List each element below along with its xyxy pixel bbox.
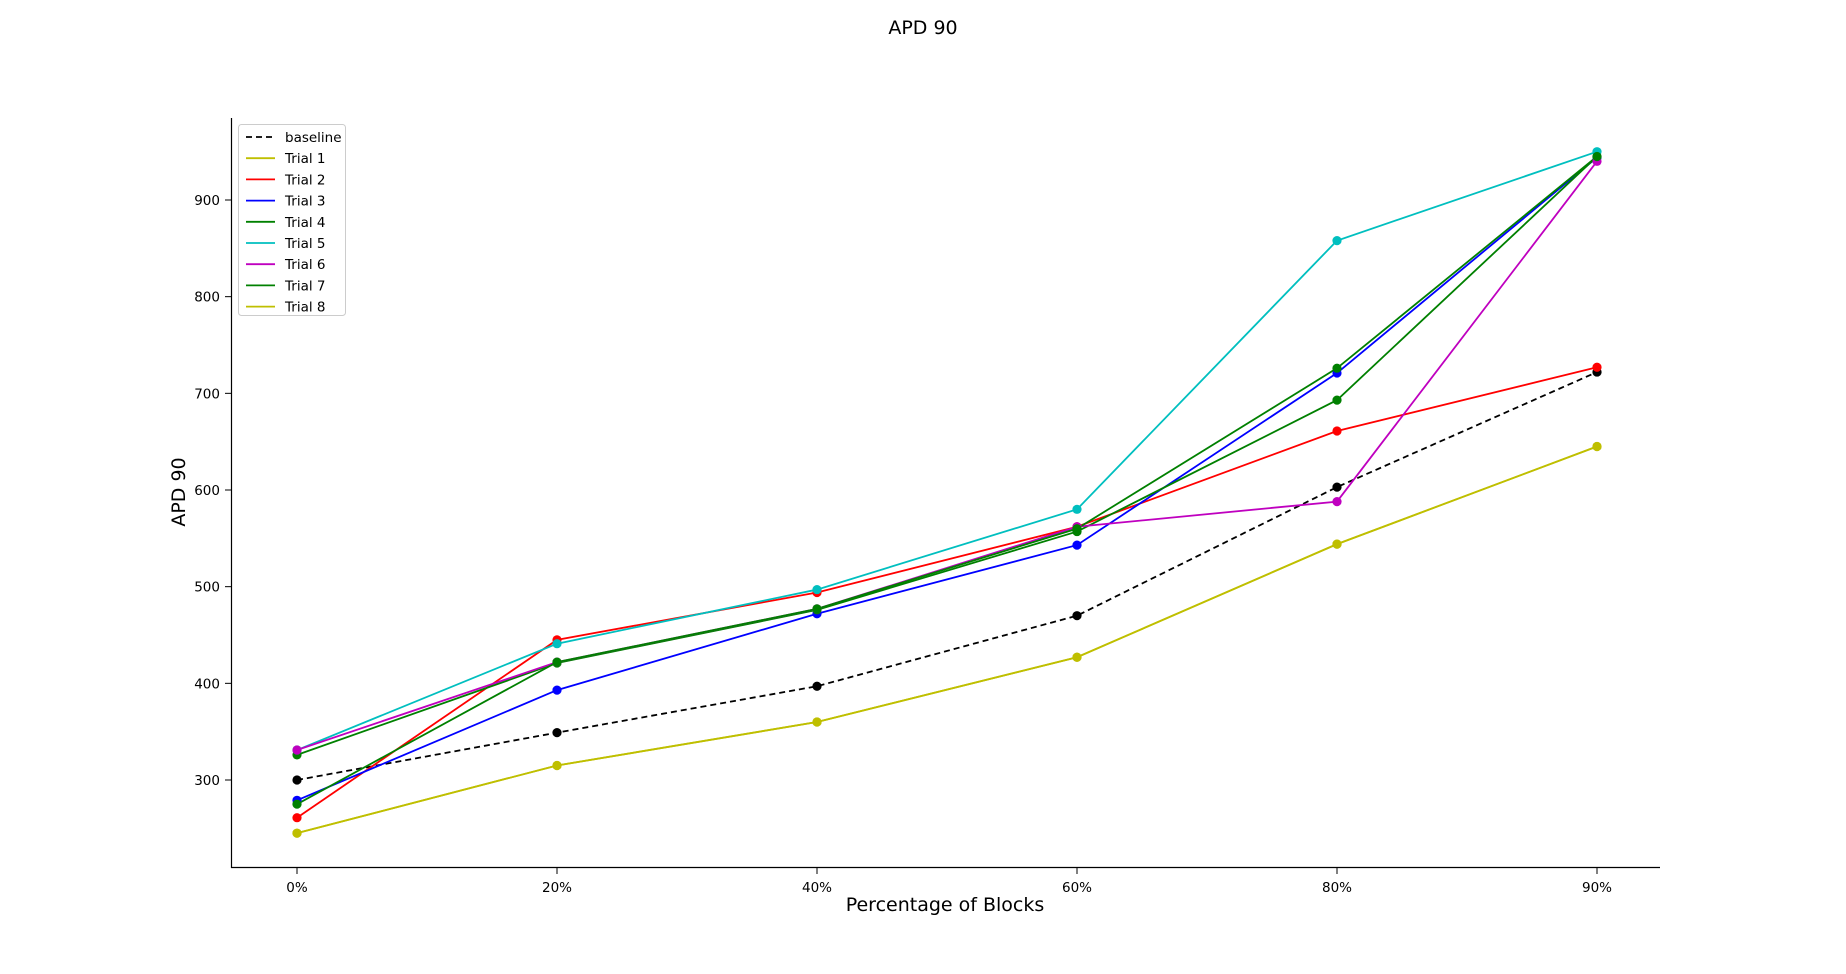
data-point-trial-8	[1592, 441, 1602, 452]
data-point-trial-8	[552, 760, 562, 771]
series-line-trial-2	[296, 366, 1598, 819]
legend-label-trial-4: Trial 4	[284, 215, 325, 231]
legend-label-trial-3: Trial 3	[284, 194, 325, 210]
data-point-trial-7	[1332, 363, 1342, 373]
y-tick-label: 700	[194, 386, 220, 402]
y-tick-label: 300	[194, 773, 220, 789]
data-point-trial-5	[812, 584, 822, 595]
data-point-trial-7	[812, 604, 822, 614]
data-point-trial-5	[552, 639, 562, 649]
data-point-trial-5	[1332, 236, 1342, 246]
series-line-trial-7	[296, 155, 1598, 805]
data-point-baseline	[292, 775, 302, 785]
x-tick-label: 80%	[1322, 880, 1352, 896]
legend-label-trial-1: Trial 1	[284, 151, 325, 167]
data-point-trial-6	[1332, 497, 1342, 507]
series-line-trial-3	[296, 156, 1598, 802]
chart-title: APD 90	[888, 17, 957, 39]
data-point-trial-6	[292, 745, 302, 755]
legend-label-trial-6: Trial 6	[284, 257, 325, 273]
data-point-trial-4	[1332, 395, 1342, 405]
series-line-trial-6	[296, 160, 1598, 751]
data-point-trial-3	[1072, 540, 1082, 550]
data-point-trial-5	[1072, 504, 1082, 514]
series-line-trial-4	[296, 155, 1598, 756]
data-point-trial-2	[292, 813, 302, 823]
data-point-trial-8	[1072, 652, 1082, 662]
y-tick-label: 800	[194, 290, 220, 306]
data-point-trial-3	[552, 685, 562, 695]
data-point-trial-8	[292, 828, 302, 838]
y-tick-label: 600	[194, 483, 220, 499]
legend-label-trial-2: Trial 2	[284, 172, 325, 188]
y-ticks: 300 400 500 600 700 800 900	[194, 193, 231, 789]
legend-label-trial-7: Trial 7	[284, 278, 325, 294]
data-point-trial-8	[812, 717, 822, 727]
plot-lines	[296, 150, 1598, 835]
y-axis-title: APD 90	[168, 457, 190, 526]
data-point-trial-8	[1332, 539, 1342, 549]
y-tick-label: 400	[194, 676, 220, 692]
data-point-baseline	[552, 728, 562, 738]
x-tick-label: 60%	[1062, 880, 1092, 896]
data-point-trial-7	[292, 799, 302, 809]
series-line-trial-1	[296, 445, 1598, 835]
data-point-trial-7	[552, 657, 562, 667]
series-line-trial-5	[296, 150, 1598, 751]
x-tick-label: 90%	[1582, 880, 1612, 896]
data-point-trial-7	[1072, 524, 1082, 534]
y-tick-label: 900	[194, 193, 220, 209]
data-point-baseline	[812, 681, 822, 691]
plot-points	[292, 147, 1602, 838]
axes	[230, 118, 1660, 869]
legend-frame	[238, 124, 346, 316]
legend-label-trial-8: Trial 8	[284, 300, 325, 316]
data-point-trial-2	[1332, 426, 1342, 436]
legend-label-baseline: baseline	[285, 130, 342, 146]
legend: baseline Trial 1 Trial 2 Trial 3 Trial 4 Tria…	[238, 124, 346, 316]
y-tick-label: 500	[194, 580, 220, 596]
data-point-baseline	[1072, 611, 1082, 621]
data-point-baseline	[1332, 482, 1342, 492]
x-ticks: 0% 20% 40% 60% 80% 90%	[286, 868, 1612, 896]
x-tick-label: 40%	[802, 880, 832, 896]
legend-label-trial-5: Trial 5	[284, 236, 325, 252]
legend-entries: baseline Trial 1 Trial 2 Trial 3 Trial 4 Tria…	[246, 130, 342, 316]
x-axis-title: Percentage of Blocks	[846, 894, 1045, 916]
x-tick-label: 0%	[286, 880, 308, 896]
data-point-trial-2	[1592, 362, 1602, 372]
data-point-trial-7	[1592, 151, 1602, 162]
series-line-baseline	[296, 371, 1598, 781]
x-tick-label: 20%	[542, 880, 572, 896]
series-line-trial-8	[296, 445, 1598, 835]
